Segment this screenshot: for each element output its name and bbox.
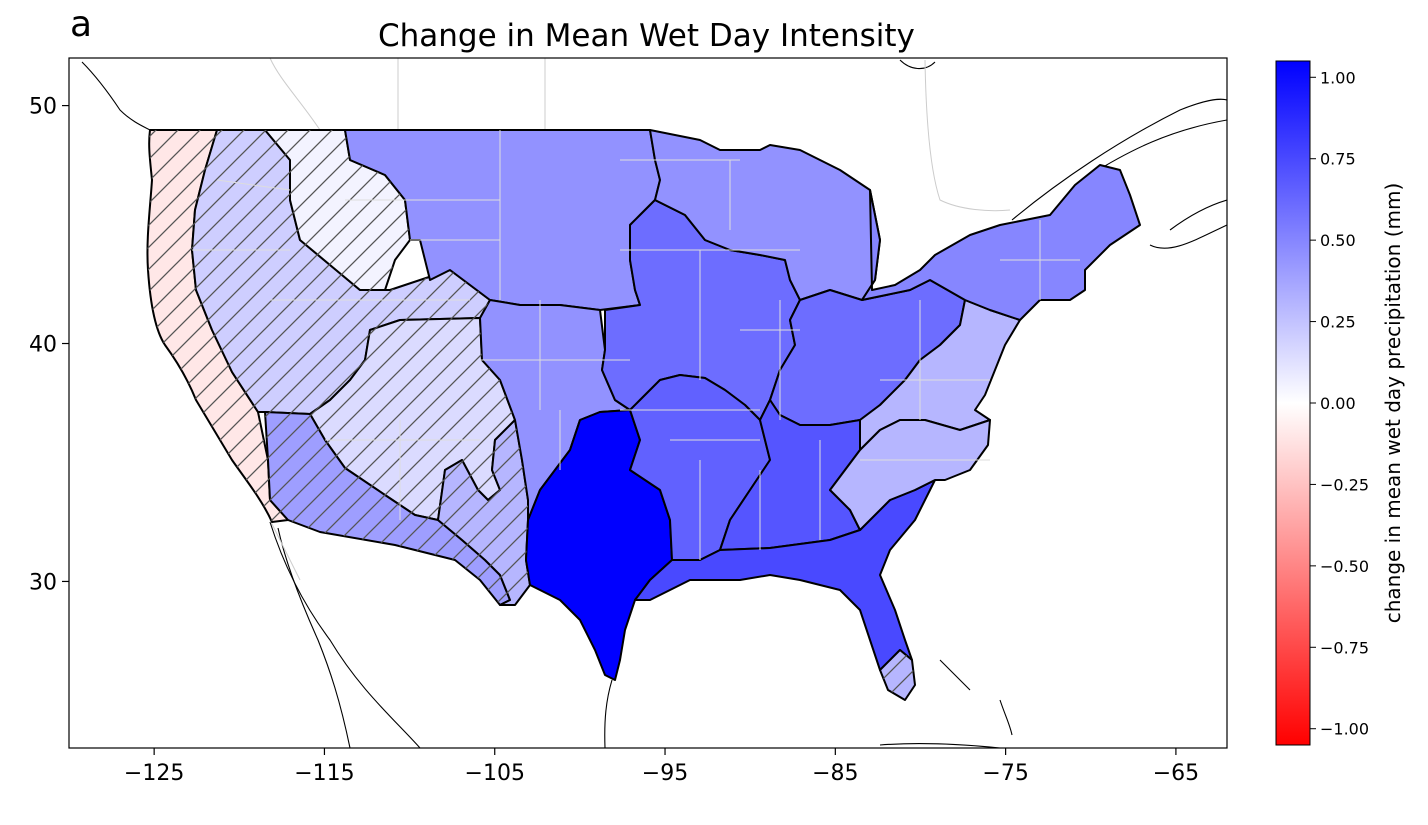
map-area — [81, 58, 1227, 748]
colorbar-tick-label: −0.75 — [1320, 638, 1369, 657]
baja-california — [277, 527, 351, 748]
y-tick-label: 50 — [29, 95, 57, 120]
y-axis: 30 40 50 — [29, 95, 69, 595]
region-northeast — [861, 164, 1141, 321]
hudson-bay-edge — [899, 59, 936, 70]
colorbar-bar — [1276, 61, 1310, 745]
colorbar-tick-label: −0.50 — [1320, 557, 1369, 576]
x-tick-label: −75 — [982, 761, 1028, 786]
x-tick-label: −95 — [642, 761, 688, 786]
bc-coast — [81, 61, 151, 131]
colorbar-tick-label: 0.75 — [1320, 150, 1356, 169]
map-title: Change in Mean Wet Day Intensity — [378, 18, 915, 54]
newfoundland — [1169, 199, 1227, 231]
colorbar-tick-label: 0.25 — [1320, 313, 1356, 332]
canada-east-coast — [1011, 98, 1227, 221]
mexico-pacific-coast — [269, 521, 421, 748]
y-tick-label: 30 — [29, 570, 57, 595]
x-tick-label: −65 — [1153, 761, 1199, 786]
x-tick-label: −115 — [294, 761, 354, 786]
state-borders — [192, 130, 1080, 560]
hatch-northern-rockies — [265, 130, 410, 290]
colorbar-label: change in mean wet day precipitation (mm… — [1381, 183, 1405, 624]
y-tick-label: 40 — [29, 333, 57, 358]
x-axis: −125 −115 −105 −95 −85 −75 −65 — [124, 748, 1199, 786]
nova-scotia — [1149, 224, 1227, 249]
colorbar-tick-label: −1.00 — [1320, 720, 1369, 739]
x-tick-label: −85 — [812, 761, 858, 786]
hatch-rio-grande — [438, 420, 530, 605]
hatch-northwest-interior — [192, 130, 490, 414]
canada-province-border-3 — [924, 59, 1011, 212]
colorbar-tick-label: 0.00 — [1320, 394, 1356, 413]
panel-label: a — [70, 4, 93, 45]
hatch-desert-southwest — [265, 412, 510, 605]
hatch-great-basin-colorado-plateau — [310, 318, 515, 520]
map-frame — [68, 57, 1228, 749]
colorbar-tick-label: 0.50 — [1320, 231, 1356, 250]
cuba — [879, 743, 1001, 748]
background-borders — [269, 58, 1011, 581]
colorbar-tick-label: 1.00 — [1320, 68, 1356, 87]
x-tick-label: −105 — [465, 761, 525, 786]
x-tick-label: −125 — [124, 761, 184, 786]
colorbar-tick-label: −0.25 — [1320, 475, 1369, 494]
canada-province-border-4 — [269, 58, 321, 131]
hatch-overlays — [147, 130, 915, 700]
mexico-state-border — [269, 519, 301, 581]
colorbar: −1.00 −0.75 −0.50 −0.25 0.00 0.25 0.50 0.75 1.00… — [1275, 60, 1405, 746]
background-coastlines — [81, 59, 1227, 748]
region-south-atlantic-piedmont — [829, 419, 991, 531]
hatch-pacific-coast — [147, 130, 288, 522]
colorbar-ticks: −1.00 −0.75 −0.50 −0.25 0.00 0.25 0.50 0.75 1.00 — [1310, 68, 1369, 739]
mexico-gulf-coast — [604, 679, 613, 748]
bahamas — [939, 659, 1013, 736]
hatch-south-florida — [880, 650, 915, 700]
